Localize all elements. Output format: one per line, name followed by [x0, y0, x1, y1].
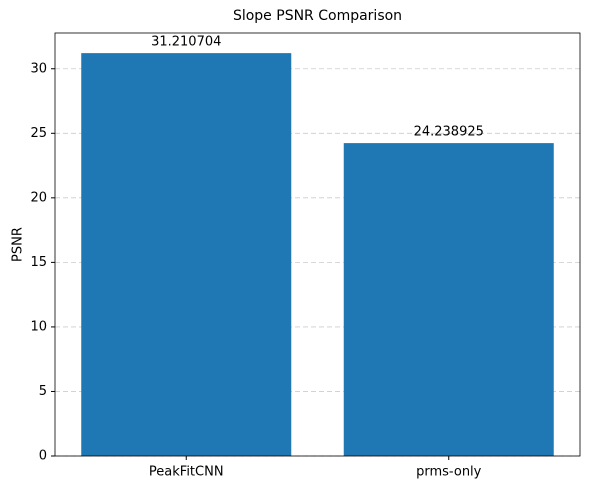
y-tick-label: 15 — [30, 255, 47, 270]
chart-title: Slope PSNR Comparison — [233, 8, 402, 24]
value-label: 31.210704 — [151, 35, 221, 50]
plot-frame — [54, 32, 581, 457]
y-tick-label: 5 — [39, 384, 47, 399]
y-tick-label: 30 — [30, 61, 47, 76]
y-tick-label: 10 — [30, 319, 47, 334]
y-tick-label: 0 — [39, 449, 47, 464]
y-axis-label: PSNR — [11, 227, 26, 262]
bar — [81, 53, 292, 456]
y-tick-label: 25 — [30, 126, 47, 141]
value-label: 24.238925 — [414, 125, 484, 140]
bar — [343, 143, 554, 457]
x-tick-label: prms-only — [416, 465, 482, 480]
y-tick-label: 20 — [30, 190, 47, 205]
x-tick-label: PeakFitCNN — [149, 465, 224, 480]
